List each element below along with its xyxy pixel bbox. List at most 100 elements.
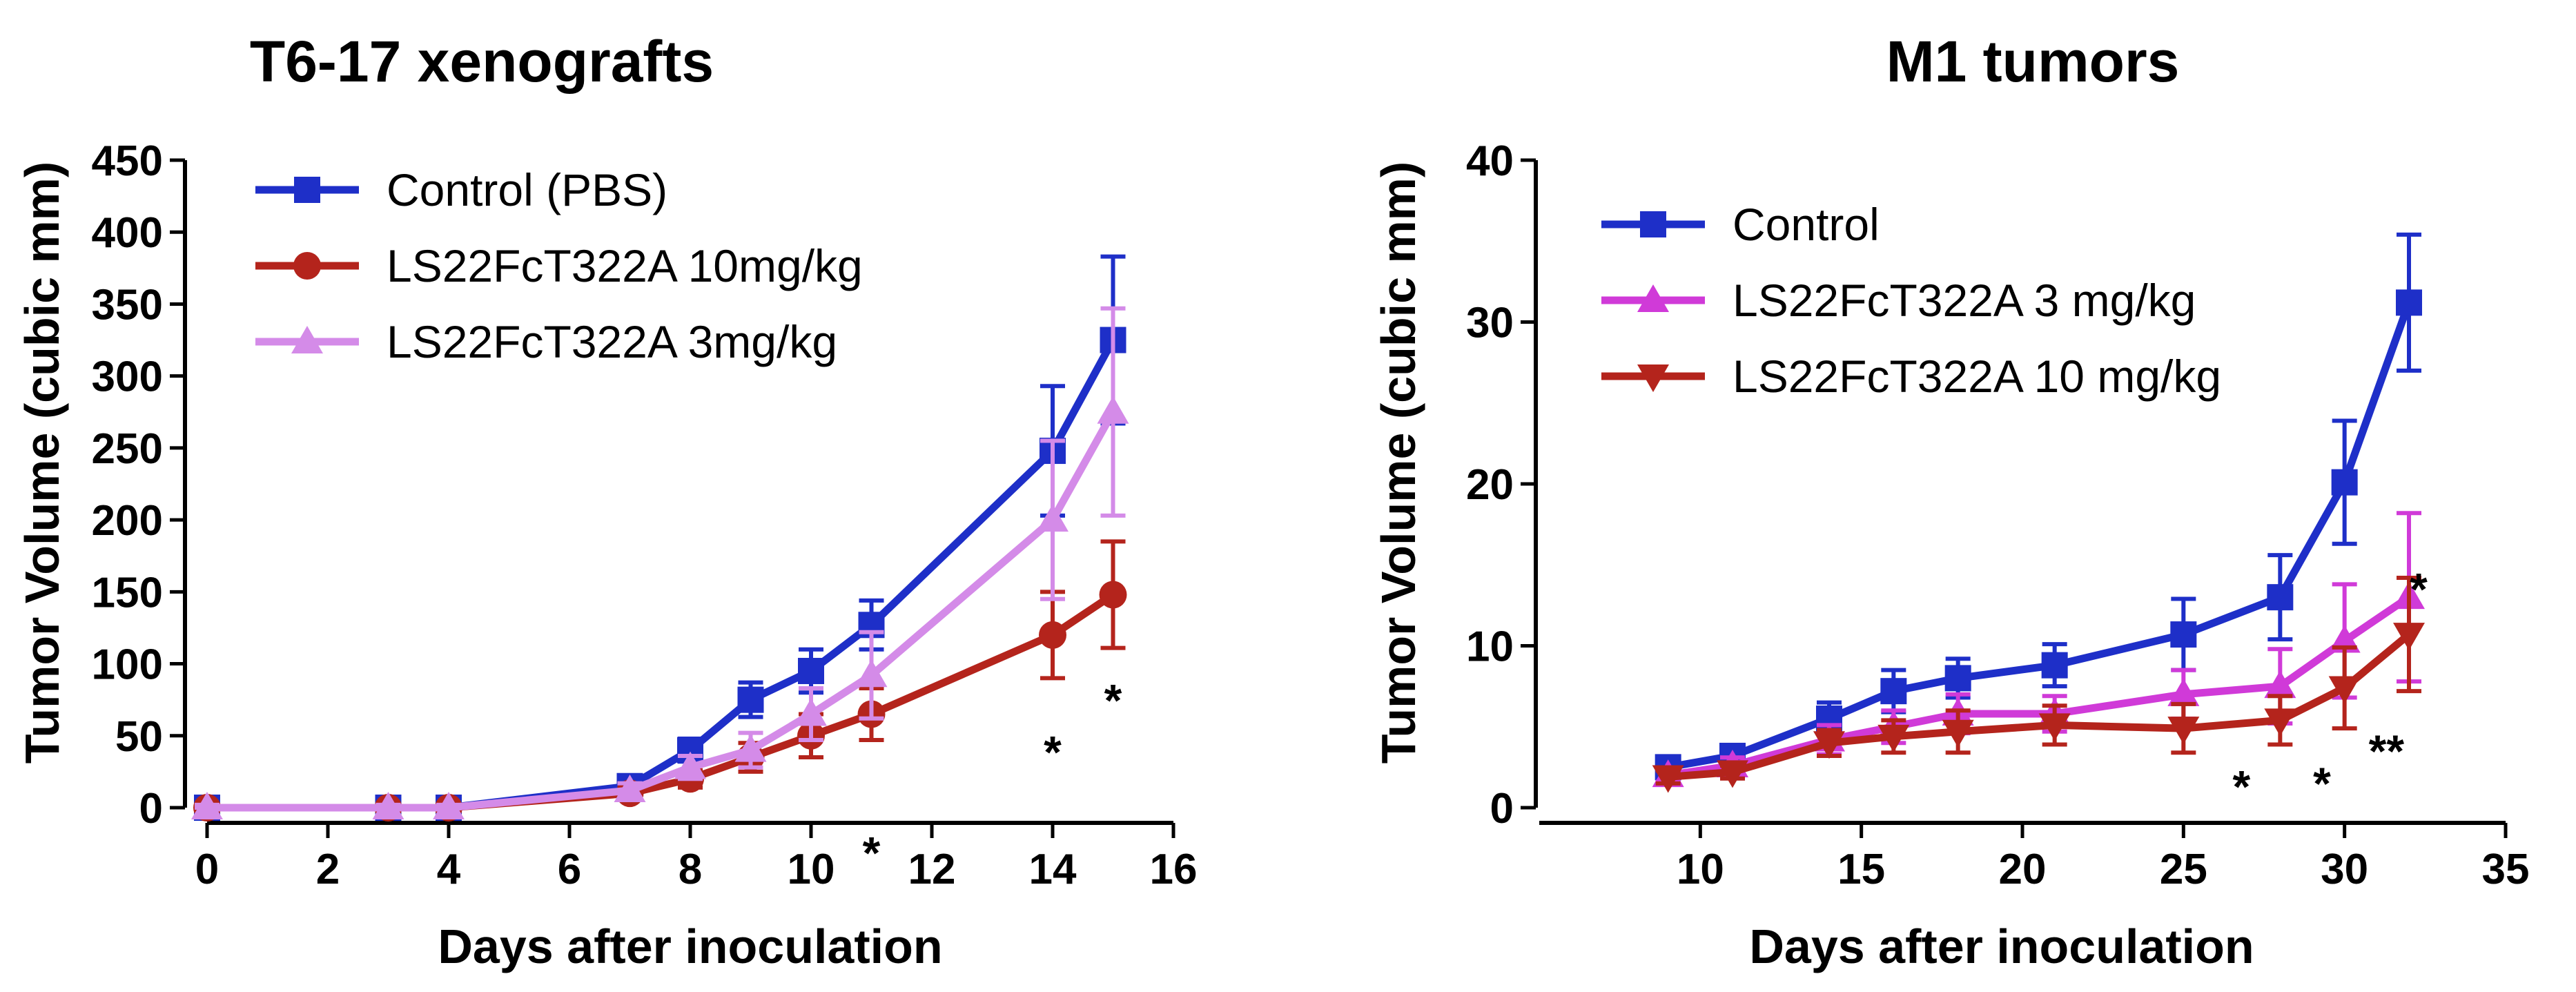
series-line xyxy=(207,410,1117,812)
x-tick-label: 6 xyxy=(558,846,581,893)
series-3 xyxy=(191,306,1129,819)
x-tick-label: 0 xyxy=(195,846,219,893)
significance-marker: * xyxy=(1104,674,1122,726)
x-tick-label: 20 xyxy=(1999,846,2047,893)
y-tick-label: 10 xyxy=(1466,623,1514,671)
significance-marker: * xyxy=(1044,726,1062,777)
data-point xyxy=(855,659,888,688)
legend-marker xyxy=(1637,364,1669,392)
series-line xyxy=(1667,594,2412,779)
y-tick-label: 100 xyxy=(92,641,163,689)
data-point xyxy=(191,792,223,819)
data-point xyxy=(1097,396,1129,424)
x-tick-label: 14 xyxy=(1029,846,1077,893)
legend-label: LS22FcT322A 10mg/kg xyxy=(387,240,863,291)
series-line xyxy=(207,338,1117,812)
legend-marker xyxy=(294,177,320,203)
series-line xyxy=(1667,301,2413,771)
y-tick-label: 40 xyxy=(1466,137,1514,185)
legend-item: LS22FcT322A 3 mg/kg xyxy=(1601,275,2196,326)
y-axis-label: Tumor Volume (cubic mm) xyxy=(1372,162,1425,764)
data-point xyxy=(1877,724,1910,752)
y-tick-label: 250 xyxy=(92,425,163,473)
y-tick-label: 0 xyxy=(1490,785,1514,833)
data-point xyxy=(734,734,767,762)
data-point xyxy=(674,751,706,779)
chart-title: T6-17 xenografts xyxy=(250,29,714,94)
series-3 xyxy=(1652,576,2425,793)
legend-item: LS22FcT322A 10 mg/kg xyxy=(1601,351,2221,402)
legend-item: LS22FcT322A 10mg/kg xyxy=(255,240,863,291)
y-tick-label: 30 xyxy=(1466,300,1514,347)
significance-marker: * xyxy=(2410,563,2428,614)
data-point xyxy=(2396,289,2422,316)
data-point xyxy=(1813,731,1845,759)
y-tick-label: 350 xyxy=(92,281,163,329)
data-point xyxy=(2167,717,2200,745)
x-tick-label: 35 xyxy=(2482,846,2530,893)
chart-m1-tumors: M1 tumors Tumor Volume (cubic mm) Days a… xyxy=(1372,29,2529,973)
data-point xyxy=(2328,676,2361,704)
data-point xyxy=(1717,760,1748,788)
legend-label: Control (PBS) xyxy=(387,164,667,215)
data-point xyxy=(2393,623,2425,651)
data-point xyxy=(737,686,764,713)
x-tick-label: 12 xyxy=(908,846,956,893)
x-axis-label: Days after inoculation xyxy=(1749,920,2254,973)
x-tick-label: 4 xyxy=(437,846,461,893)
y-tick-label: 300 xyxy=(92,353,163,401)
y-tick-label: 200 xyxy=(92,497,163,545)
data-point xyxy=(614,774,646,802)
x-tick-label: 30 xyxy=(2321,846,2368,893)
y-tick-label: 0 xyxy=(139,785,163,833)
legend-item: Control xyxy=(1601,199,1880,250)
data-point xyxy=(1039,621,1066,649)
data-point xyxy=(2264,708,2296,737)
data-point xyxy=(1944,665,1971,692)
data-point xyxy=(2267,584,2294,611)
y-tick-label: 450 xyxy=(92,137,163,185)
legend-label: LS22FcT322A 10 mg/kg xyxy=(1733,351,2221,402)
x-tick-label: 10 xyxy=(788,846,835,893)
data-point xyxy=(1099,581,1127,609)
x-tick-label: 2 xyxy=(316,846,340,893)
y-tick-label: 400 xyxy=(92,209,163,257)
significance-marker: ** xyxy=(2369,726,2405,777)
data-point xyxy=(1652,765,1684,793)
data-point xyxy=(1880,678,1907,705)
y-tick-label: 150 xyxy=(92,569,163,616)
data-point xyxy=(2041,652,2068,679)
significance-marker: * xyxy=(863,827,881,878)
legend-marker xyxy=(291,326,323,353)
significance-marker: * xyxy=(2313,758,2331,809)
data-point xyxy=(798,657,824,684)
data-point xyxy=(2331,469,2358,496)
x-axis-label: Days after inoculation xyxy=(438,920,942,973)
data-point xyxy=(2167,678,2200,706)
significance-marker: * xyxy=(2232,761,2250,812)
legend-label: Control xyxy=(1733,199,1880,250)
x-tick-label: 16 xyxy=(1150,846,1198,893)
data-point xyxy=(433,792,465,819)
legend-label: LS22FcT322A 3mg/kg xyxy=(387,316,837,367)
data-point xyxy=(1037,504,1069,532)
data-point xyxy=(372,792,404,819)
legend-marker xyxy=(1640,211,1666,237)
x-tick-label: 8 xyxy=(679,846,702,893)
x-tick-label: 15 xyxy=(1837,846,1885,893)
legend-item: LS22FcT322A 3mg/kg xyxy=(255,316,837,367)
x-tick-label: 10 xyxy=(1677,846,1724,893)
chart-t6-17-xenografts: T6-17 xenografts Tumor Volume (cubic mm)… xyxy=(15,29,1197,973)
legend-marker xyxy=(293,252,321,280)
chart-title: M1 tumors xyxy=(1886,29,2180,94)
x-tick-label: 25 xyxy=(2160,846,2207,893)
legend-item: Control (PBS) xyxy=(255,164,667,215)
data-point xyxy=(2264,670,2296,699)
legend-label: LS22FcT322A 3 mg/kg xyxy=(1733,275,2196,326)
y-tick-label: 50 xyxy=(115,713,163,761)
data-point xyxy=(795,698,827,726)
legend-marker xyxy=(1637,284,1669,312)
y-axis-label: Tumor Volume (cubic mm) xyxy=(15,162,69,764)
series-line xyxy=(1668,631,2412,781)
